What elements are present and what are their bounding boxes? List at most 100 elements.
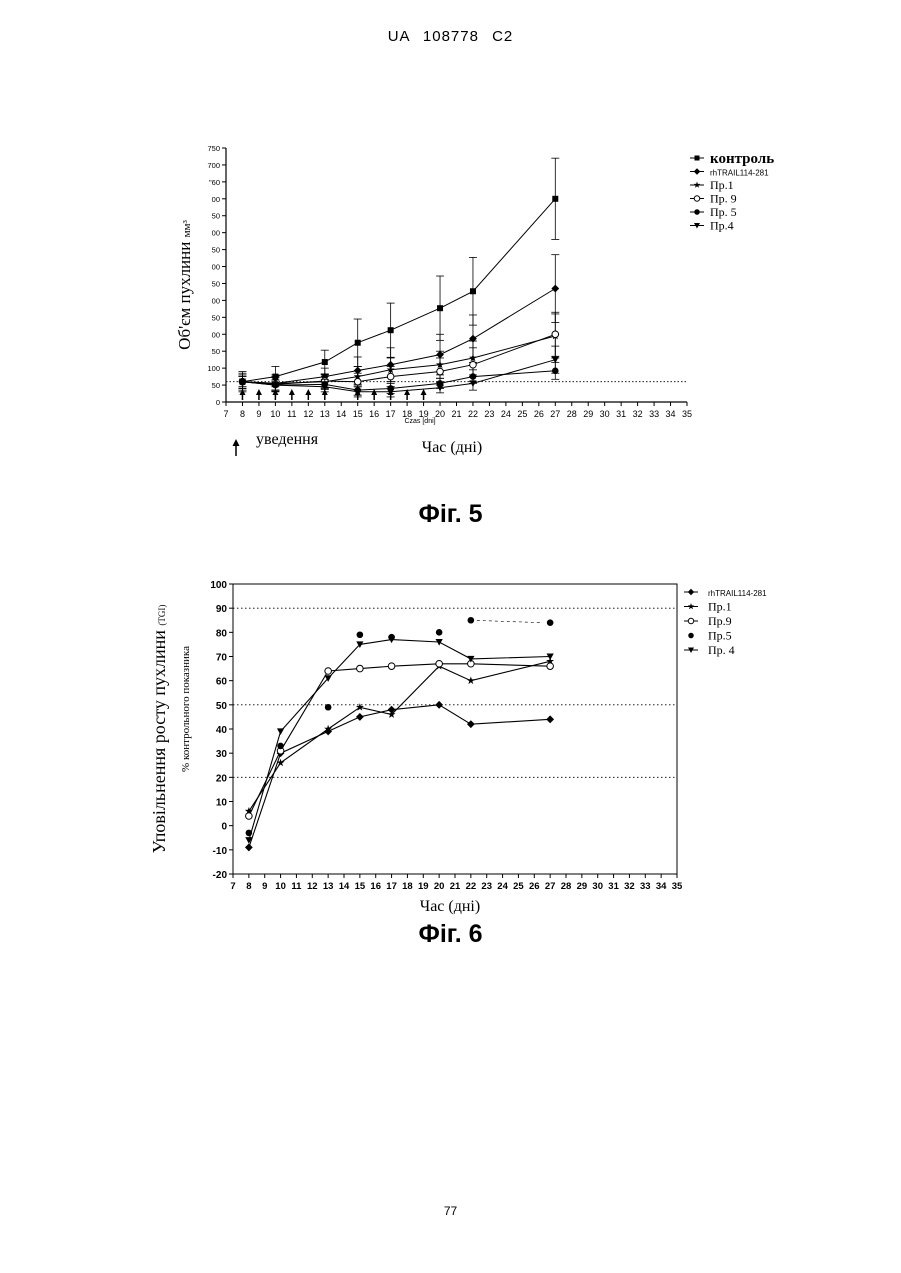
- y-tick-label: -10: [213, 846, 228, 857]
- y-tick-label: 10: [216, 798, 228, 809]
- legend-label: Пр.1: [708, 600, 732, 614]
- legend-marker: [694, 168, 701, 175]
- y-tick-label: 50: [216, 701, 228, 712]
- x-tick-label: 23: [481, 881, 492, 892]
- dosing-arrow-head: [305, 389, 311, 395]
- legend-label: контроль: [710, 151, 774, 167]
- legend-label: Пр. 5: [710, 205, 737, 219]
- y-tick-label: 00: [212, 296, 220, 305]
- data-point: [435, 701, 443, 709]
- data-point: [552, 331, 559, 338]
- x-tick-label: 21: [451, 409, 461, 419]
- series-line-0: [249, 705, 550, 848]
- series-line-1: [249, 661, 550, 811]
- y-axis-secondary-label: % контрольного показника: [180, 646, 192, 772]
- x-tick-label: 27: [545, 881, 556, 892]
- x-tick-label: 11: [291, 881, 302, 892]
- legend-label: rhTRAIL114-281: [710, 169, 769, 178]
- data-point: [245, 844, 253, 852]
- data-point: [357, 631, 364, 638]
- dosing-arrow-head: [289, 389, 295, 395]
- x-tick-label: 22: [466, 881, 477, 892]
- annotation-arrow-head: [233, 439, 240, 446]
- data-point: [437, 368, 444, 375]
- y-tick-label: 50: [212, 212, 220, 221]
- y-axis-abbreviation: (TGI): [157, 605, 167, 626]
- data-point: [470, 288, 476, 294]
- x-tick-label: 14: [339, 881, 350, 892]
- y-tick-label: 60: [216, 677, 228, 688]
- data-point: [357, 665, 364, 672]
- x-tick-label: 25: [513, 881, 524, 892]
- x-tick-label: 7: [230, 881, 235, 892]
- x-tick-label: 34: [666, 409, 676, 419]
- dosing-arrow-head: [421, 389, 427, 395]
- x-tick-label: 15: [353, 409, 363, 419]
- figure-6-chart: -20-100102030405060708090100789101112131…: [0, 560, 901, 940]
- y-tick-label: 00: [212, 229, 220, 238]
- y-tick-label: -20: [213, 870, 228, 881]
- x-tick-label: 24: [497, 881, 508, 892]
- data-point: [322, 359, 328, 365]
- y-tick-label: 80: [216, 628, 228, 639]
- figure-6-label: Фіг. 6: [0, 920, 901, 949]
- x-tick-label: 16: [370, 881, 381, 892]
- y-tick-label: "60: [209, 178, 220, 187]
- legend-label: rhTRAIL114-281: [708, 589, 767, 598]
- page-header: UA 108778 C2: [0, 28, 901, 45]
- x-tick-label: 13: [320, 409, 330, 419]
- legend-label: Пр. 4: [708, 643, 735, 657]
- data-point: [437, 305, 443, 311]
- x-axis-label: Час (дні): [420, 898, 480, 915]
- data-point: [246, 813, 253, 820]
- data-point: [470, 361, 477, 368]
- y-axis-label: Уповільнення росту пухлини (TGI): [149, 605, 169, 854]
- x-tick-label: 15: [355, 881, 366, 892]
- x-tick-label: 33: [649, 409, 659, 419]
- y-axis-label: Об'єм пухлини мм³: [175, 219, 194, 349]
- x-tick-label: 35: [672, 881, 683, 892]
- data-point: [388, 663, 395, 670]
- x-tick-label: 23: [484, 409, 494, 419]
- figure-5-chart: 750700"600050005000500050005010050078910…: [0, 130, 901, 610]
- data-point: [325, 704, 332, 711]
- legend-marker: [694, 209, 700, 215]
- y-tick-label: 50: [212, 313, 220, 322]
- y-tick-label: 90: [216, 604, 228, 615]
- data-point: [277, 728, 284, 735]
- data-point: [325, 668, 332, 675]
- x-tick-label: 32: [633, 409, 643, 419]
- x-tick-label: 21: [450, 881, 461, 892]
- legend-label: Пр.5: [708, 629, 732, 643]
- series-line-0: [243, 199, 556, 382]
- plot-frame: [233, 584, 677, 874]
- x-tick-label: 30: [592, 881, 603, 892]
- x-tick-label: 10: [275, 881, 286, 892]
- y-tick-label: 0: [221, 822, 227, 833]
- legend-label: Пр.4: [710, 219, 734, 233]
- x-tick-label: 7: [223, 409, 228, 419]
- legend-label: Пр.9: [708, 614, 732, 628]
- x-tick-label: 19: [418, 881, 429, 892]
- series-line-2: [243, 336, 556, 383]
- legend-label: Пр.1: [710, 178, 734, 192]
- data-point: [436, 629, 443, 636]
- x-tick-label: 16: [369, 409, 379, 419]
- data-point: [387, 373, 394, 380]
- x-tick-label: 35: [682, 409, 692, 419]
- page-number: 77: [0, 1204, 901, 1218]
- x-tick-label: 30: [600, 409, 610, 419]
- x-tick-label: 10: [270, 409, 280, 419]
- data-point: [546, 715, 554, 723]
- x-tick-label: 28: [561, 881, 572, 892]
- legend-label: Пр. 9: [710, 192, 737, 206]
- x-tick-label: 9: [256, 409, 261, 419]
- y-tick-label: 100: [210, 580, 227, 591]
- x-tick-label: 25: [517, 409, 527, 419]
- data-point: [354, 378, 361, 385]
- figure-5-label: Фіг. 5: [0, 500, 901, 529]
- x-tick-label: 9: [262, 881, 267, 892]
- x-tick-label: 12: [303, 409, 313, 419]
- x-tick-label: 11: [287, 409, 296, 419]
- annotation-label: уведення: [256, 431, 319, 448]
